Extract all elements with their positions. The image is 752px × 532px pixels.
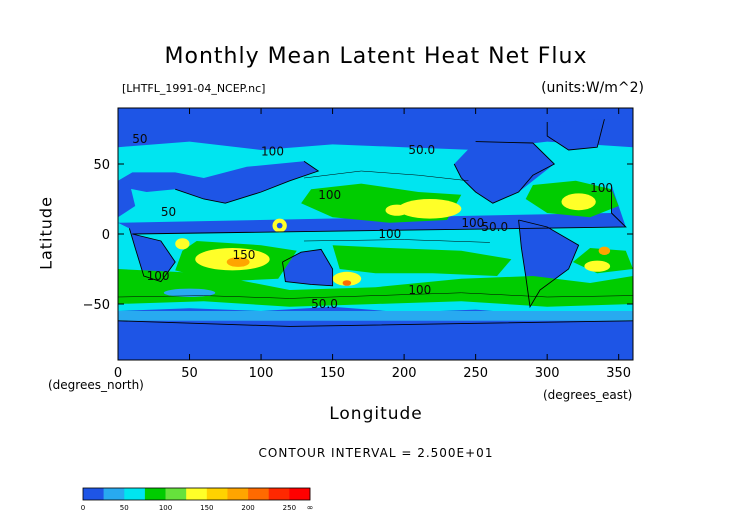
colorbar-swatch	[268, 488, 290, 500]
land-north-america	[454, 141, 555, 204]
colorbar-swatch	[144, 488, 166, 500]
high-flux-north-atlantic	[561, 193, 596, 211]
contour-label: 100	[408, 283, 431, 297]
contour-label: 50	[132, 132, 147, 146]
colorbar-label: 250	[283, 504, 296, 512]
colorbar-swatch	[248, 488, 270, 500]
axis-ticks: 0 50 100 150 200 250 300 350 −50 0 50	[83, 108, 633, 381]
coast-antarctica	[118, 320, 633, 327]
colorbar-label: 50	[120, 504, 129, 512]
colorbar-swatch	[206, 488, 228, 500]
x-tick-label: 350	[606, 366, 631, 381]
contour-label: 50	[161, 205, 176, 219]
colorbar-swatch	[289, 488, 311, 500]
coastlines	[118, 119, 633, 327]
band-southern-ocean	[118, 311, 633, 321]
low-flux-maritime-core	[276, 222, 283, 229]
units-label: (units:W/m^2)	[541, 80, 644, 96]
coast-north-america	[453, 141, 556, 204]
band-arctic	[118, 108, 633, 150]
colorbar-swatch	[124, 488, 146, 500]
band-southern-indian-light	[163, 288, 216, 297]
x-tick-label: 200	[392, 366, 417, 381]
contour-label: 100	[147, 269, 170, 283]
band-south-pacific	[332, 245, 512, 276]
y-axis-label: Latitude	[36, 196, 56, 270]
contour-label: 100	[261, 145, 284, 159]
x-unit-note: (degrees_east)	[543, 388, 633, 402]
colorbar-swatch	[186, 488, 208, 500]
x-tick-label: 100	[249, 366, 274, 381]
high-flux-tasman	[332, 271, 362, 286]
contour-label: 50.0	[481, 220, 508, 234]
coast-greenland	[546, 119, 605, 151]
high-flux-north-pacific-west	[385, 204, 409, 216]
y-unit-note: (degrees_north)	[48, 378, 144, 392]
y-tick-label: −50	[83, 298, 110, 313]
x-axis-label: Longitude	[329, 404, 423, 424]
band-southern-midlat	[118, 269, 633, 307]
high-flux-south-atlantic-core	[598, 246, 611, 255]
high-flux-north-pacific	[398, 199, 462, 219]
colorbar-end-label: ∞	[307, 503, 314, 512]
land-australia	[282, 249, 333, 286]
contour-label: 100	[378, 227, 401, 241]
contour-line-equatorial	[303, 239, 490, 243]
chart-title: Monthly Mean Latent Heat Net Flux	[164, 44, 588, 69]
contour-line-south	[118, 292, 633, 299]
colorbar-frame	[82, 487, 311, 501]
x-tick-label: 0	[114, 366, 122, 381]
y-tick-label: 50	[93, 158, 110, 173]
x-tick-label: 250	[463, 366, 488, 381]
flux-fields	[118, 108, 633, 360]
contour-label: 100	[461, 216, 484, 230]
colorbar-swatch	[165, 488, 187, 500]
high-flux-south-atlantic	[584, 260, 611, 272]
high-flux-tasman-core	[342, 280, 352, 286]
colorbar-label: 200	[241, 504, 254, 512]
coast-asia	[175, 160, 320, 204]
colorbar-label: 150	[200, 504, 213, 512]
x-tick-label: 50	[181, 366, 198, 381]
colorbar-label: 0	[81, 504, 85, 512]
y-tick-label: 0	[102, 228, 110, 243]
colorbar-swatch	[103, 488, 125, 500]
contour-label: 100	[590, 181, 613, 195]
high-flux-indian-core	[226, 257, 250, 267]
colorbar-label: 100	[159, 504, 172, 512]
coast-africa	[128, 185, 627, 283]
high-flux-west-indian	[175, 238, 190, 250]
colorbar-swatch	[83, 488, 104, 500]
colorbar-swatch	[227, 488, 249, 500]
land-eurasia	[118, 161, 319, 204]
x-tick-label: 300	[535, 366, 560, 381]
coast-australia	[282, 248, 334, 287]
contour-interval-label: CONTOUR INTERVAL = 2.500E+01	[258, 446, 494, 460]
contour-label: 50.0	[408, 143, 435, 157]
contour-label: 150	[232, 248, 255, 262]
colorbar: 0 50 100 150 200 250 ∞	[81, 487, 314, 512]
file-name-label: [LHTFL_1991-04_NCEP.nc]	[122, 82, 266, 95]
land-africa-west	[118, 182, 136, 218]
land-greenland	[547, 119, 605, 150]
x-tick-label: 150	[320, 366, 345, 381]
coast-south-america	[518, 219, 580, 309]
contour-line-north-pacific	[303, 170, 469, 182]
contour-label: 50.0	[311, 297, 338, 311]
contour-label: 100	[318, 188, 341, 202]
